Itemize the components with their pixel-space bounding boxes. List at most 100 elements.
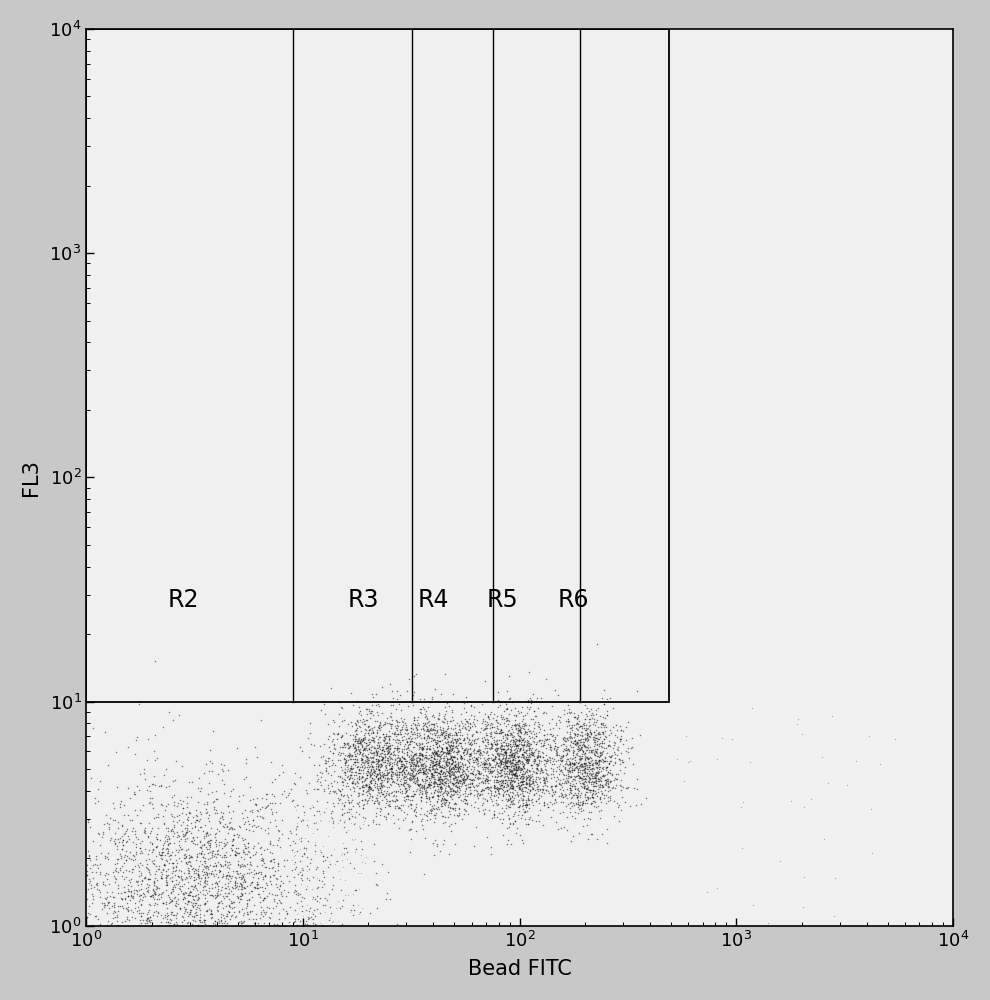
Point <box>581 804 597 820</box>
Point <box>169 868 185 884</box>
Point <box>393 764 409 780</box>
Point <box>431 765 446 781</box>
Point <box>336 737 351 753</box>
Point <box>91 826 107 842</box>
Point <box>475 806 491 822</box>
Point <box>241 822 256 838</box>
Point <box>170 993 186 1000</box>
Point <box>297 830 313 846</box>
Point <box>197 968 213 984</box>
Point <box>382 697 398 713</box>
Point <box>384 760 400 776</box>
Point <box>148 809 163 825</box>
Point <box>357 740 373 756</box>
Point <box>439 715 454 731</box>
Point <box>130 983 146 999</box>
Point <box>358 738 374 754</box>
Point <box>245 802 260 818</box>
Point <box>446 796 461 812</box>
Point <box>435 725 450 741</box>
Point <box>275 875 291 891</box>
Point <box>426 784 442 800</box>
Point <box>309 880 325 896</box>
Point <box>102 888 118 904</box>
Point <box>518 772 534 788</box>
Point <box>575 737 591 753</box>
Point <box>430 732 446 748</box>
Point <box>514 766 530 782</box>
Point <box>325 813 341 829</box>
Point <box>260 797 276 813</box>
Point <box>429 764 445 780</box>
Point <box>495 772 511 788</box>
Point <box>395 756 411 772</box>
Point <box>498 745 514 761</box>
Point <box>460 722 476 738</box>
Point <box>410 762 426 778</box>
Point <box>400 730 416 746</box>
Point <box>177 820 193 836</box>
Point <box>544 750 560 766</box>
Point <box>362 779 378 795</box>
Point <box>64 960 80 976</box>
Point <box>584 756 600 772</box>
Point <box>473 765 489 781</box>
Point <box>464 750 480 766</box>
Point <box>488 740 504 756</box>
Point <box>172 881 188 897</box>
Point <box>41 886 56 902</box>
Point <box>361 734 377 750</box>
Point <box>33 814 49 830</box>
Point <box>476 805 492 821</box>
Point <box>488 733 504 749</box>
Point <box>423 730 439 746</box>
Point <box>414 811 430 827</box>
Point <box>379 767 395 783</box>
Point <box>391 778 407 794</box>
Point <box>504 796 520 812</box>
Point <box>419 722 435 738</box>
Point <box>530 761 545 777</box>
Point <box>576 717 592 733</box>
Point <box>149 879 165 895</box>
Point <box>240 835 255 851</box>
Point <box>435 743 450 759</box>
Point <box>372 729 388 745</box>
Point <box>419 762 435 778</box>
Point <box>504 721 520 737</box>
Point <box>90 911 106 927</box>
Point <box>383 760 399 776</box>
Point <box>289 895 305 911</box>
Point <box>165 855 181 871</box>
Point <box>412 739 428 755</box>
Point <box>263 754 279 770</box>
Point <box>429 767 445 783</box>
Point <box>254 924 270 940</box>
Point <box>154 895 170 911</box>
Point <box>521 762 537 778</box>
Point <box>500 772 516 788</box>
Point <box>533 781 548 797</box>
Point <box>477 732 493 748</box>
Point <box>370 696 386 712</box>
Point <box>266 891 282 907</box>
Point <box>494 722 510 738</box>
Point <box>342 739 357 755</box>
Point <box>247 897 262 913</box>
Point <box>321 765 337 781</box>
Point <box>545 802 561 818</box>
Point <box>567 795 583 811</box>
Point <box>375 783 391 799</box>
Point <box>411 717 427 733</box>
Point <box>401 754 417 770</box>
Point <box>435 732 450 748</box>
Point <box>254 810 270 826</box>
Point <box>548 717 564 733</box>
Point <box>400 788 416 804</box>
Point <box>336 840 351 856</box>
Point <box>443 748 458 764</box>
Point <box>364 732 380 748</box>
Point <box>15 786 31 802</box>
Point <box>223 870 239 886</box>
Point <box>359 749 375 765</box>
